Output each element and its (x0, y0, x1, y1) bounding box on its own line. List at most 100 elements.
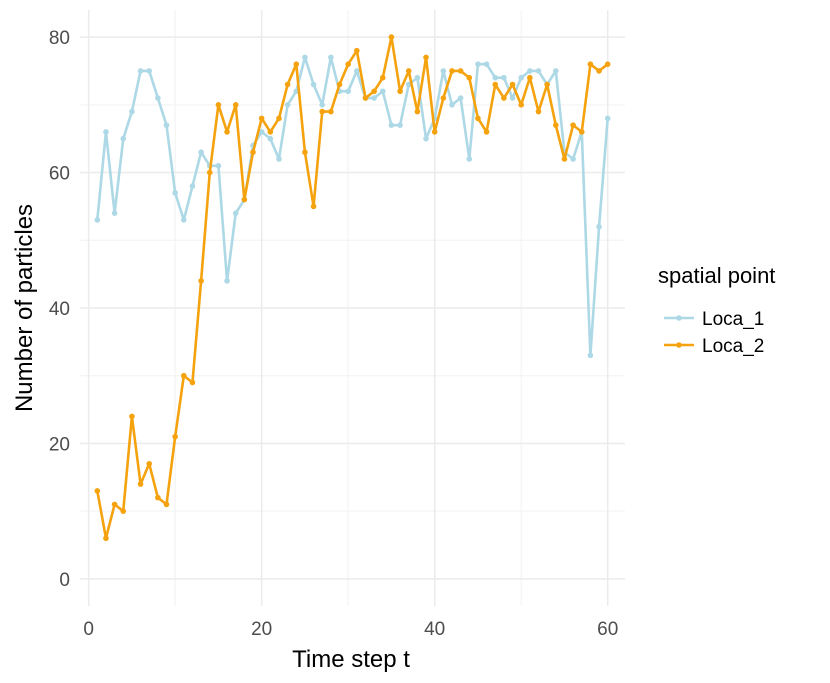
data-point-loca-2 (328, 108, 334, 115)
data-point-loca-1 (189, 183, 196, 189)
x-tick-labels: 0 20 40 60 (83, 619, 618, 640)
data-point-loca-1 (163, 122, 170, 128)
data-point-loca-2 (103, 535, 109, 542)
data-point-loca-2 (111, 501, 118, 508)
data-point-loca-2 (457, 68, 464, 74)
data-point-loca-2 (129, 413, 135, 420)
data-point-loca-1 (440, 68, 447, 74)
legend-label: Loca_2 (702, 336, 764, 357)
data-point-loca-2 (423, 54, 429, 61)
data-point-loca-2 (535, 108, 542, 115)
y-tick-label: 0 (59, 570, 70, 591)
data-point-loca-2 (319, 108, 326, 115)
data-point-loca-1 (552, 68, 559, 74)
y-tick-label: 20 (49, 434, 70, 455)
data-point-loca-1 (172, 190, 178, 196)
data-point-loca-1 (232, 210, 239, 216)
data-point-loca-1 (501, 74, 507, 81)
data-point-loca-1 (397, 122, 403, 128)
data-point-loca-1 (414, 74, 421, 81)
y-tick-label: 60 (49, 164, 70, 185)
legend-key-point (676, 315, 682, 321)
data-point-loca-1 (258, 129, 265, 135)
data-point-loca-1 (284, 102, 291, 108)
data-point-loca-2 (94, 488, 101, 494)
legend-items: Loca_1 Loca_2 (664, 309, 764, 357)
data-point-loca-2 (604, 61, 611, 67)
data-point-loca-2 (371, 88, 377, 95)
data-point-loca-1 (423, 135, 429, 142)
data-point-loca-2 (431, 129, 438, 135)
data-point-loca-2 (198, 278, 204, 284)
data-point-loca-1 (483, 61, 490, 67)
data-point-loca-1 (604, 115, 611, 122)
data-point-loca-2 (163, 501, 170, 508)
data-point-loca-2 (509, 81, 516, 88)
data-point-loca-1 (319, 102, 326, 108)
data-point-loca-2 (206, 169, 213, 176)
data-point-loca-1 (120, 135, 127, 142)
series-line-loca-2 (96, 35, 610, 540)
data-point-loca-1 (198, 149, 204, 156)
y-tick-label: 80 (49, 28, 70, 49)
series-layer (94, 34, 611, 542)
data-point-loca-2 (449, 68, 455, 74)
data-point-loca-1 (129, 108, 135, 115)
data-point-loca-1 (449, 102, 455, 108)
x-axis-title: Time step t (292, 646, 410, 673)
data-point-loca-1 (137, 68, 144, 74)
series-loca-2 (94, 34, 611, 542)
data-point-loca-2 (466, 74, 473, 81)
data-point-loca-2 (293, 61, 300, 67)
data-point-loca-2 (120, 508, 127, 514)
data-point-loca-2 (527, 74, 533, 81)
data-point-loca-1 (475, 61, 481, 67)
major-gridlines (80, 10, 625, 606)
data-point-loca-1 (146, 68, 153, 74)
data-point-loca-2 (552, 122, 559, 128)
data-point-loca-2 (501, 95, 507, 101)
data-point-loca-2 (258, 115, 265, 122)
data-point-loca-1 (388, 122, 395, 128)
data-point-loca-1 (509, 95, 516, 101)
data-point-loca-2 (570, 122, 576, 128)
data-point-loca-2 (397, 88, 403, 95)
data-point-loca-2 (181, 372, 187, 379)
data-point-loca-1 (181, 217, 187, 223)
data-point-loca-2 (155, 494, 161, 501)
series-loca-1 (94, 54, 611, 359)
data-point-loca-1 (527, 68, 533, 74)
data-point-loca-1 (155, 95, 161, 101)
data-point-loca-1 (310, 81, 317, 88)
legend: spatial point Loca_1 Loca_2 (658, 263, 775, 357)
data-point-loca-2 (475, 115, 481, 122)
data-point-loca-2 (414, 108, 421, 115)
data-point-loca-2 (544, 81, 550, 88)
legend-item-loca-2: Loca_2 (664, 336, 764, 357)
data-point-loca-1 (570, 156, 576, 162)
data-point-loca-2 (224, 129, 230, 135)
data-point-loca-2 (241, 196, 248, 203)
legend-item-loca-1: Loca_1 (664, 309, 764, 330)
data-point-loca-2 (587, 61, 594, 67)
x-tick-label: 20 (251, 619, 272, 640)
legend-key-point (676, 342, 682, 348)
data-point-loca-2 (518, 102, 524, 108)
data-point-loca-2 (336, 81, 343, 88)
data-point-loca-2 (276, 115, 282, 122)
x-tick-label: 40 (424, 619, 445, 640)
data-point-loca-1 (111, 210, 118, 216)
data-point-loca-1 (267, 135, 274, 142)
data-point-loca-2 (310, 203, 317, 210)
data-point-loca-1 (354, 68, 360, 74)
data-point-loca-2 (267, 129, 274, 135)
data-point-loca-2 (215, 102, 222, 108)
data-point-loca-2 (284, 81, 291, 88)
y-tick-labels: 0 20 40 60 80 (49, 28, 70, 591)
data-point-loca-2 (189, 379, 196, 386)
data-point-loca-1 (224, 278, 230, 284)
data-point-loca-1 (276, 156, 282, 162)
legend-title: spatial point (658, 263, 775, 288)
data-point-loca-2 (483, 129, 490, 135)
